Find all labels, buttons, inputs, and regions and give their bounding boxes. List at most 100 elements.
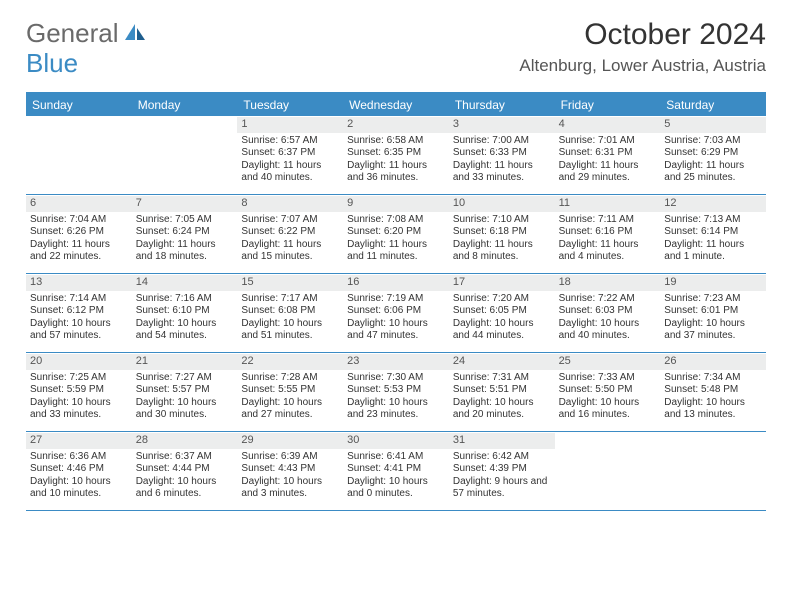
day-number: 22 xyxy=(241,355,253,367)
day-number: 4 xyxy=(559,118,565,130)
day-number: 21 xyxy=(136,355,148,367)
day-number: 25 xyxy=(559,355,571,367)
day-number-row: 23 xyxy=(343,354,449,370)
day-number-row: 26 xyxy=(660,354,766,370)
day-cell: 17Sunrise: 7:20 AMSunset: 6:05 PMDayligh… xyxy=(449,274,555,352)
day-cell: 25 Sunrise: 7:33 AMSunset: 5:50 PMDayligh… xyxy=(555,353,661,431)
day-number-row: 3 xyxy=(449,117,555,133)
day-cell: 12Sunrise: 7:13 AMSunset: 6:14 PMDayligh… xyxy=(660,195,766,273)
day-cell: 29Sunrise: 6:39 AMSunset: 4:43 PMDayligh… xyxy=(237,432,343,510)
sunset-text: Sunset: 6:12 PM xyxy=(30,305,128,318)
daylight-text: Daylight: 11 hours and 36 minutes. xyxy=(347,160,445,185)
sunset-text: Sunset: 5:55 PM xyxy=(241,384,339,397)
sunset-text: Sunset: 6:05 PM xyxy=(453,305,551,318)
calendar: SundayMondayTuesdayWednesdayThursdayFrid… xyxy=(26,92,766,511)
day-number-row: 27 xyxy=(26,433,132,449)
weekday-header: Thursday xyxy=(449,94,555,116)
day-number-row: 19 xyxy=(660,275,766,291)
week-row: 1Sunrise: 6:57 AMSunset: 6:37 PMDaylight… xyxy=(26,116,766,195)
day-cell: 3Sunrise: 7:00 AMSunset: 6:33 PMDaylight… xyxy=(449,116,555,194)
week-row: 6Sunrise: 7:04 AMSunset: 6:26 PMDaylight… xyxy=(26,195,766,274)
day-number-row: 20 xyxy=(26,354,132,370)
daylight-text: Daylight: 10 hours and 10 minutes. xyxy=(30,476,128,501)
day-cell: 4Sunrise: 7:01 AMSunset: 6:31 PMDaylight… xyxy=(555,116,661,194)
day-number: 13 xyxy=(30,276,42,288)
day-cell: 16Sunrise: 7:19 AMSunset: 6:06 PMDayligh… xyxy=(343,274,449,352)
weekday-header: Sunday xyxy=(26,94,132,116)
sunrise-text: Sunrise: 7:34 AM xyxy=(664,372,762,385)
sunset-text: Sunset: 6:08 PM xyxy=(241,305,339,318)
sunset-text: Sunset: 6:10 PM xyxy=(136,305,234,318)
day-number: 10 xyxy=(453,197,465,209)
day-number-row: 29 xyxy=(237,433,343,449)
logo-text-2: Blue xyxy=(26,48,78,79)
day-number-row: 30 xyxy=(343,433,449,449)
sunrise-text: Sunrise: 7:20 AM xyxy=(453,293,551,306)
day-number: 28 xyxy=(136,434,148,446)
sunset-text: Sunset: 4:44 PM xyxy=(136,463,234,476)
day-number: 29 xyxy=(241,434,253,446)
day-cell: 7Sunrise: 7:05 AMSunset: 6:24 PMDaylight… xyxy=(132,195,238,273)
sunrise-text: Sunrise: 7:11 AM xyxy=(559,214,657,227)
sunset-text: Sunset: 6:03 PM xyxy=(559,305,657,318)
day-cell: 27Sunrise: 6:36 AMSunset: 4:46 PMDayligh… xyxy=(26,432,132,510)
day-cell xyxy=(132,116,238,194)
day-cell: 13Sunrise: 7:14 AMSunset: 6:12 PMDayligh… xyxy=(26,274,132,352)
daylight-text: Daylight: 10 hours and 6 minutes. xyxy=(136,476,234,501)
logo-text-1: General xyxy=(26,18,119,49)
weekday-header-row: SundayMondayTuesdayWednesdayThursdayFrid… xyxy=(26,94,766,116)
sunset-text: Sunset: 6:31 PM xyxy=(559,147,657,160)
sunrise-text: Sunrise: 6:36 AM xyxy=(30,451,128,464)
sunrise-text: Sunrise: 7:33 AM xyxy=(559,372,657,385)
sunrise-text: Sunrise: 6:41 AM xyxy=(347,451,445,464)
day-number: 20 xyxy=(30,355,42,367)
weekday-header: Tuesday xyxy=(237,94,343,116)
sunrise-text: Sunrise: 6:42 AM xyxy=(453,451,551,464)
day-number-row: 9 xyxy=(343,196,449,212)
day-number-row: 2 xyxy=(343,117,449,133)
day-cell: 8Sunrise: 7:07 AMSunset: 6:22 PMDaylight… xyxy=(237,195,343,273)
day-number-row: 24 xyxy=(449,354,555,370)
logo: General xyxy=(26,18,149,49)
daylight-text: Daylight: 10 hours and 23 minutes. xyxy=(347,397,445,422)
sunset-text: Sunset: 6:14 PM xyxy=(664,226,762,239)
sunrise-text: Sunrise: 7:30 AM xyxy=(347,372,445,385)
day-cell: 22Sunrise: 7:28 AMSunset: 5:55 PMDayligh… xyxy=(237,353,343,431)
header: General October 2024 Altenburg, Lower Au… xyxy=(0,0,792,84)
daylight-text: Daylight: 10 hours and 37 minutes. xyxy=(664,318,762,343)
day-cell: 18Sunrise: 7:22 AMSunset: 6:03 PMDayligh… xyxy=(555,274,661,352)
week-row: 20 Sunrise: 7:25 AMSunset: 5:59 PM Dayligh… xyxy=(26,353,766,432)
daylight-text: Daylight: 11 hours and 1 minute. xyxy=(664,239,762,264)
sunset-text: Sunset: 6:26 PM xyxy=(30,226,128,239)
day-cell: 6Sunrise: 7:04 AMSunset: 6:26 PMDaylight… xyxy=(26,195,132,273)
day-number-row: 22 xyxy=(237,354,343,370)
sunset-text: Sunset: 6:22 PM xyxy=(241,226,339,239)
day-cell: 21Sunrise: 7:27 AMSunset: 5:57 PMDayligh… xyxy=(132,353,238,431)
sunset-text: Sunset: 5:50 PM xyxy=(559,384,657,397)
sunrise-text: Sunrise: 7:25 AM xyxy=(30,372,128,385)
day-number-row: 13 xyxy=(26,275,132,291)
sunset-text: Sunset: 5:48 PM xyxy=(664,384,762,397)
weeks-container: 1Sunrise: 6:57 AMSunset: 6:37 PMDaylight… xyxy=(26,116,766,511)
sunrise-text: Sunrise: 7:00 AM xyxy=(453,135,551,148)
sunset-text: Sunset: 5:59 PM xyxy=(30,384,128,397)
day-cell: 9Sunrise: 7:08 AMSunset: 6:20 PMDaylight… xyxy=(343,195,449,273)
daylight-text: Daylight: 11 hours and 25 minutes. xyxy=(664,160,762,185)
daylight-text: Daylight: 10 hours and 16 minutes. xyxy=(559,397,657,422)
daylight-text: Daylight: 10 hours and 0 minutes. xyxy=(347,476,445,501)
day-number-row: 5 xyxy=(660,117,766,133)
daylight-text: Daylight: 10 hours and 54 minutes. xyxy=(136,318,234,343)
week-row: 13Sunrise: 7:14 AMSunset: 6:12 PMDayligh… xyxy=(26,274,766,353)
day-number: 9 xyxy=(347,197,353,209)
day-number: 16 xyxy=(347,276,359,288)
day-cell: 11Sunrise: 7:11 AMSunset: 6:16 PMDayligh… xyxy=(555,195,661,273)
day-number: 23 xyxy=(347,355,359,367)
daylight-text: Daylight: 11 hours and 29 minutes. xyxy=(559,160,657,185)
daylight-text: Daylight: 10 hours and 27 minutes. xyxy=(241,397,339,422)
sunrise-text: Sunrise: 7:05 AM xyxy=(136,214,234,227)
daylight-text: Daylight: 10 hours and 57 minutes. xyxy=(30,318,128,343)
sunrise-text: Sunrise: 6:37 AM xyxy=(136,451,234,464)
sunset-text: Sunset: 6:33 PM xyxy=(453,147,551,160)
sunrise-text: Sunrise: 7:08 AM xyxy=(347,214,445,227)
day-number: 26 xyxy=(664,355,676,367)
